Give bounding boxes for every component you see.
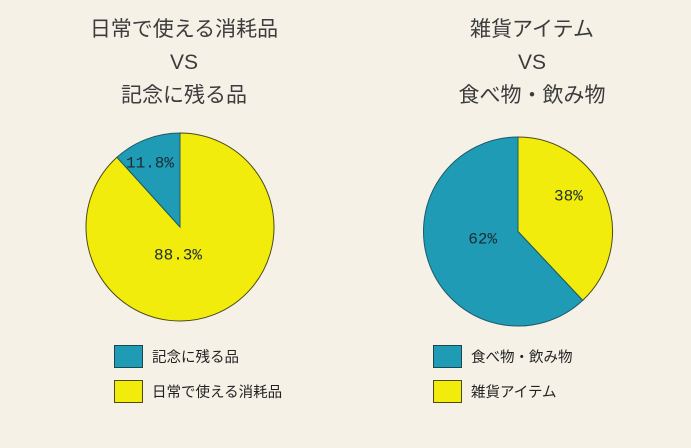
svg-text:11.8%: 11.8% xyxy=(126,155,174,173)
svg-text:62%: 62% xyxy=(468,230,497,248)
svg-text:38%: 38% xyxy=(554,188,583,206)
svg-text:88.3%: 88.3% xyxy=(154,247,202,265)
